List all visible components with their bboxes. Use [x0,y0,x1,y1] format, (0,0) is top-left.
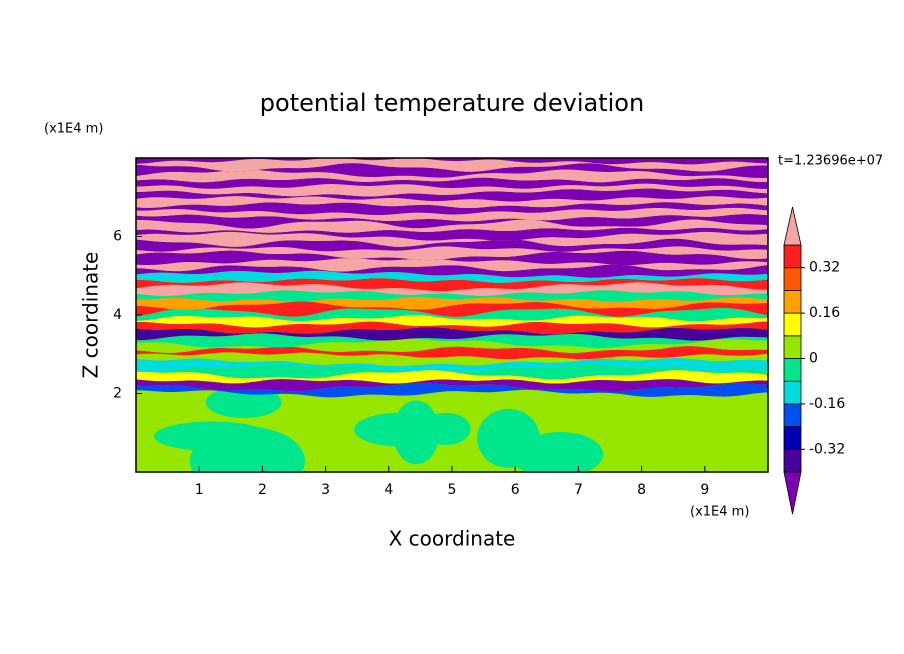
field-band [136,231,768,247]
field-band [136,352,768,367]
field-band [136,264,768,278]
field-band [136,278,768,292]
x-tick-label: 4 [384,482,393,498]
field-band [136,169,768,183]
colorbar-tick-label: 0.32 [809,260,840,276]
colorbar-tick-label: -0.16 [809,396,845,412]
field-blob [518,432,604,472]
colorbar-segment [783,267,802,291]
field-band [136,301,768,317]
field-band [136,188,768,202]
field-blob [154,421,271,451]
x-axis-label: X coordinate [389,527,516,551]
x-tick-label: 2 [258,482,267,498]
field-band [136,290,768,302]
field-band [136,307,768,322]
field-band [136,382,768,398]
field-band [136,158,768,172]
field-band [136,321,768,335]
field-band [136,177,768,189]
field-band [136,227,768,241]
x-tick-label: 7 [574,482,583,498]
field-band [136,246,768,261]
x-tick-label: 8 [637,482,646,498]
colorbar-segment [783,358,802,382]
field-band [136,163,768,179]
colorbar-segment [783,335,802,359]
colorbar-segment [783,312,802,337]
field-band [136,183,768,197]
y-unit: (x1E4 m) [44,122,103,137]
colorbar-over [783,206,802,246]
colorbar-under [783,471,802,515]
x-tick-label: 5 [448,482,457,498]
field-band [136,370,768,384]
time-annotation: t=1.23696e+07 [778,154,883,169]
x-tick-label: 6 [511,482,520,498]
y-tick-label: 4 [113,307,122,323]
field-band [136,338,768,353]
y-tick-label: 6 [113,229,122,245]
field-band [136,346,768,360]
colorbar-segment [783,244,802,269]
colorbar-segment [783,380,802,405]
y-axis-label: Z coordinate [79,252,103,379]
field-band [136,219,768,233]
field-band [136,327,768,341]
field-band [136,364,768,380]
x-tick-label: 9 [700,482,709,498]
x-unit: (x1E4 m) [690,505,749,520]
field-band [136,358,768,373]
field-blob [354,412,448,447]
field-band [136,238,768,252]
field-band [136,379,768,392]
colorbar-segment [783,289,802,314]
field-band [136,258,768,272]
chart-title: potential temperature deviation [260,89,644,117]
field-band [136,270,768,283]
colorbar-segment [783,426,802,450]
colorbar-tick-label: -0.32 [809,441,845,457]
field-band [136,250,768,266]
colorbar-segment [783,403,802,427]
field-band [136,202,768,216]
colorbar-segment [783,448,802,473]
x-tick-label: 3 [321,482,330,498]
y-tick-label: 2 [113,386,122,402]
field-band [136,207,768,222]
field-band [136,315,768,328]
field-band [136,158,768,165]
field-band [136,297,768,310]
field-band [136,333,768,349]
field-band [136,214,768,229]
colorbar-tick-label: 0 [809,351,818,367]
field-band [136,196,768,208]
field-band [136,282,768,296]
colorbar-tick-label: 0.16 [809,305,840,321]
x-tick-label: 1 [195,482,204,498]
contour-field [136,158,768,472]
